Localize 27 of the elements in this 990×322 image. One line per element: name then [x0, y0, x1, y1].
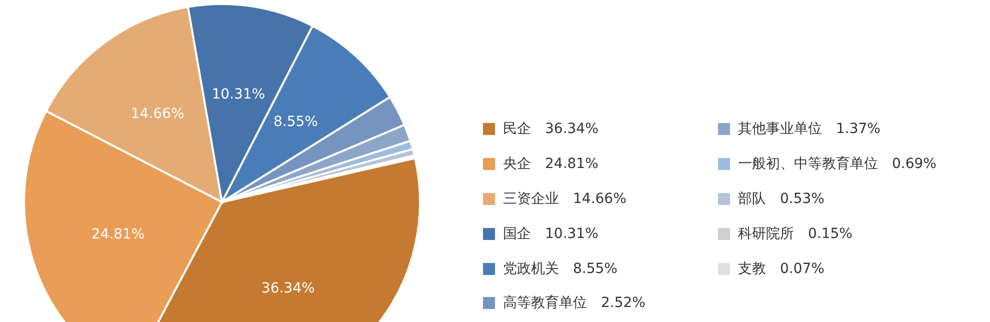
legend-label: 一般初、中等教育单位	[738, 155, 878, 174]
data-label: 0.07%	[780, 260, 824, 277]
legend-label: 科研院所	[738, 224, 794, 243]
text: 10.31%	[545, 226, 598, 242]
legend-label: 三资企业	[503, 190, 559, 208]
data-label: 0.15%	[808, 226, 852, 242]
data-label: 8.55%	[274, 114, 318, 130]
data-label: 2.52%	[601, 295, 646, 312]
text: 24.81%	[545, 156, 598, 172]
legend-label: 支教	[738, 260, 766, 278]
legend-label: 党政机关	[503, 260, 559, 278]
data-label: 36.34%	[261, 280, 315, 297]
data-label: 0.53%	[780, 190, 824, 207]
legend-label: 部队	[738, 190, 766, 208]
legend-label: 高等教育单位	[503, 294, 587, 312]
data-label: 10.31%	[212, 86, 266, 102]
data-label: 24.81%	[91, 226, 145, 242]
data-label: 0.69%	[892, 156, 936, 172]
legend-label: 国企	[503, 224, 531, 243]
legend-label: 其他事业单位	[738, 120, 822, 138]
data-label: 14.66%	[130, 106, 184, 122]
legend-label: 民企	[503, 120, 531, 138]
text: 14.66%	[573, 190, 626, 207]
text: 8.55%	[573, 260, 618, 277]
data-label: 1.37%	[836, 121, 880, 138]
legend-label: 央企	[503, 155, 531, 174]
text: 36.34%	[545, 121, 598, 138]
